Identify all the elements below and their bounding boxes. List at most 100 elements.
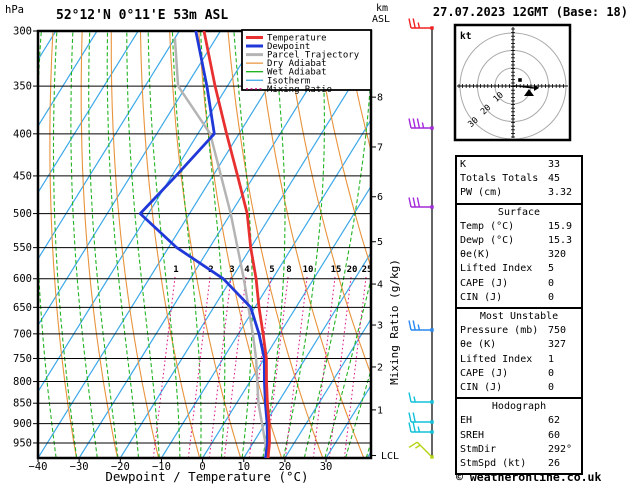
stats-section-hodograph: Hodograph EH 62 SREH 60 StmDir 292° StmSpd (kt)… bbox=[455, 397, 583, 476]
stat-row: CIN (J) 0 bbox=[457, 291, 581, 305]
stat-row: StmSpd (kt) 26 bbox=[457, 457, 581, 471]
km-tick-label: 5 bbox=[377, 237, 383, 248]
stat-label: Lifted Index bbox=[460, 263, 533, 275]
mixing-ratio-line bbox=[187, 276, 211, 458]
pressure-tick-label: 950 bbox=[13, 437, 32, 449]
pressure-tick-label: 400 bbox=[13, 128, 32, 140]
pressure-tick-label: 300 bbox=[13, 26, 32, 38]
stat-label: Dewp (°C) bbox=[460, 235, 515, 247]
temp-tick-label: 20 bbox=[279, 461, 292, 473]
pressure-tick-labels: 300 350 400 450 500 550 600 650 700 750 800 850 900 9… bbox=[13, 26, 32, 450]
legend-label: Isotherm bbox=[267, 76, 310, 86]
hodograph-ring-label: 30 bbox=[466, 116, 480, 130]
wind-level-dot bbox=[430, 205, 434, 209]
mixing-ratio-value-label: 10 bbox=[303, 265, 314, 275]
stat-value: 60 bbox=[548, 429, 561, 441]
wind-barb bbox=[408, 441, 433, 458]
stats-panel: K 33 Totals Totals 45 PW (cm) 3.32 Surface Temp… bbox=[455, 155, 583, 476]
km-tick-label: 3 bbox=[377, 321, 383, 332]
lcl-label: LCL bbox=[381, 451, 399, 462]
station-title: 52°12'N 0°11'E 53m ASL bbox=[56, 8, 228, 23]
mixing-ratio-value-label: 15 bbox=[331, 265, 342, 275]
stat-value: 0 bbox=[548, 277, 555, 289]
km-tick-label: 2 bbox=[377, 362, 383, 373]
wind-barb bbox=[408, 392, 432, 403]
wind-barb bbox=[408, 412, 432, 423]
wind-level-dot bbox=[430, 400, 434, 404]
stat-label: EH bbox=[460, 415, 473, 427]
stat-row: θe(K) 320 bbox=[457, 248, 581, 262]
stats-section-most-unstable: Most Unstable Pressure (mb) 750 θe (K) 327 Li… bbox=[455, 307, 583, 400]
stat-value: 292° bbox=[548, 443, 573, 455]
stat-value: 62 bbox=[548, 415, 561, 427]
mixing-ratio-line bbox=[208, 276, 232, 458]
isotherm-lines bbox=[38, 31, 371, 458]
mixing-ratio-value-label: 1 bbox=[173, 265, 178, 275]
stat-value: 750 bbox=[548, 325, 567, 337]
temperature-curve bbox=[202, 31, 271, 458]
wind-barb bbox=[408, 320, 432, 331]
stat-row: θe (K) 327 bbox=[457, 338, 581, 352]
wet-adiabat-lines bbox=[38, 31, 371, 458]
wind-barb bbox=[408, 422, 432, 433]
datetime-label: 27.07.2023 12GMT (Base: 18) bbox=[433, 5, 628, 19]
section-title: Surface bbox=[497, 206, 541, 218]
stat-label: StmSpd (kt) bbox=[460, 458, 527, 470]
hodograph-trace bbox=[513, 85, 535, 89]
wind-level-dot bbox=[430, 328, 434, 332]
stat-label: Lifted Index bbox=[460, 353, 533, 365]
stat-label: Totals Totals bbox=[460, 173, 539, 185]
stat-value: 327 bbox=[548, 339, 567, 351]
stat-row: Lifted Index 1 bbox=[457, 353, 581, 367]
mixing-ratio-value-label: 4 bbox=[244, 265, 250, 275]
temp-tick-label: −40 bbox=[29, 461, 48, 473]
stat-row: Pressure (mb) 750 bbox=[457, 324, 581, 338]
hodograph-origin-dot bbox=[518, 78, 522, 82]
km-tick-label: 4 bbox=[377, 280, 383, 291]
wind-level-dot bbox=[430, 26, 434, 30]
profile-curves bbox=[138, 31, 271, 458]
stat-label: CAPE (J) bbox=[460, 367, 509, 379]
temp-tick-label: 30 bbox=[320, 461, 333, 473]
mixing-ratio-line bbox=[343, 276, 367, 458]
temp-tick-label: −20 bbox=[111, 461, 130, 473]
stat-label: StmDir bbox=[460, 443, 497, 455]
pressure-tick-label: 650 bbox=[13, 302, 32, 314]
stat-value: 0 bbox=[548, 367, 555, 379]
wind-barb bbox=[408, 18, 432, 29]
wind-level-dot bbox=[430, 455, 434, 459]
mixing-ratio-value-label: 20 bbox=[347, 265, 358, 275]
stat-label: CIN (J) bbox=[460, 291, 503, 303]
legend-label: Temperature bbox=[267, 34, 327, 44]
section-title: Most Unstable bbox=[479, 311, 559, 323]
stat-value: 45 bbox=[548, 173, 561, 185]
legend-label: Dry Adiabat bbox=[267, 59, 327, 69]
stat-label: θe (K) bbox=[460, 339, 497, 351]
wind-level-dot bbox=[430, 126, 434, 130]
stats-section-surface: Surface Temp (°C) 15.9 Dewp (°C) 15.3 θe(K) 32… bbox=[455, 202, 583, 310]
pressure-tick-label: 850 bbox=[13, 398, 32, 410]
wind-barb bbox=[408, 197, 432, 208]
stat-value: 26 bbox=[548, 458, 561, 470]
legend-label: Parcel Trajectory bbox=[267, 51, 360, 61]
stat-row: EH 62 bbox=[457, 414, 581, 428]
pressure-tick-label: 900 bbox=[13, 418, 32, 430]
km-tick-label: 6 bbox=[377, 192, 383, 203]
temp-tick-labels: −40 −30 −20 −10 0 10 20 30 bbox=[29, 458, 333, 473]
stat-row: Temp (°C) 15.9 bbox=[457, 220, 581, 234]
stat-label: K bbox=[460, 159, 467, 170]
wind-barb bbox=[408, 118, 432, 129]
legend-box bbox=[241, 29, 372, 91]
stat-label: SREH bbox=[460, 429, 485, 441]
stat-row: SREH 60 bbox=[457, 429, 581, 443]
legend-label: Mixing Ratio bbox=[267, 85, 332, 95]
stat-label: CAPE (J) bbox=[460, 277, 509, 289]
stat-row: K 33 bbox=[457, 158, 581, 172]
stat-row: StmDir 292° bbox=[457, 443, 581, 457]
mixing-ratio-line bbox=[152, 276, 176, 458]
legend-label: Dewpoint bbox=[267, 42, 310, 52]
